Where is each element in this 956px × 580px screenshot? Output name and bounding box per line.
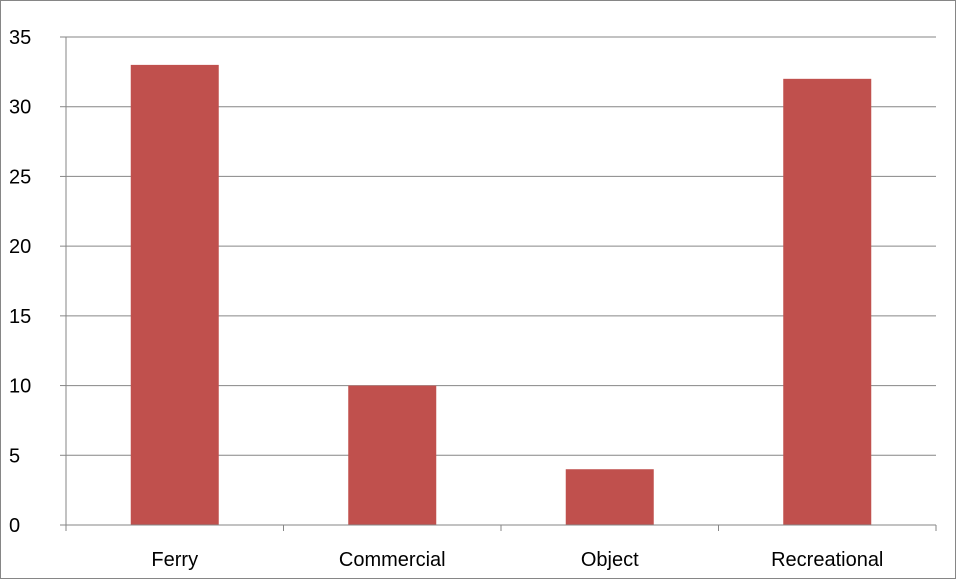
bar-object: [565, 469, 654, 525]
x-tick-label-ferry: Ferry: [151, 549, 198, 571]
bar-recreational: [783, 78, 872, 525]
axes: [60, 36, 937, 531]
tick-labels: 0 5 10 15 20 25 30 35 Ferry Commercial Object Recre…: [9, 27, 883, 571]
bar-ferry: [130, 64, 219, 525]
y-tick-label-15: 15: [9, 306, 31, 328]
y-tick-label-5: 5: [9, 445, 20, 467]
x-tick-label-commercial: Commercial: [339, 549, 446, 571]
y-tick-label-30: 30: [9, 97, 31, 119]
y-tick-label-35: 35: [9, 27, 31, 49]
bars: [130, 64, 872, 525]
bar-commercial: [348, 385, 437, 525]
x-tick-label-object: Object: [581, 549, 639, 571]
y-tick-label-0: 0: [9, 515, 20, 537]
x-tick-label-recreational: Recreational: [771, 549, 883, 571]
y-tick-label-25: 25: [9, 166, 31, 188]
y-tick-label-10: 10: [9, 376, 31, 398]
y-tick-label-20: 20: [9, 236, 31, 258]
